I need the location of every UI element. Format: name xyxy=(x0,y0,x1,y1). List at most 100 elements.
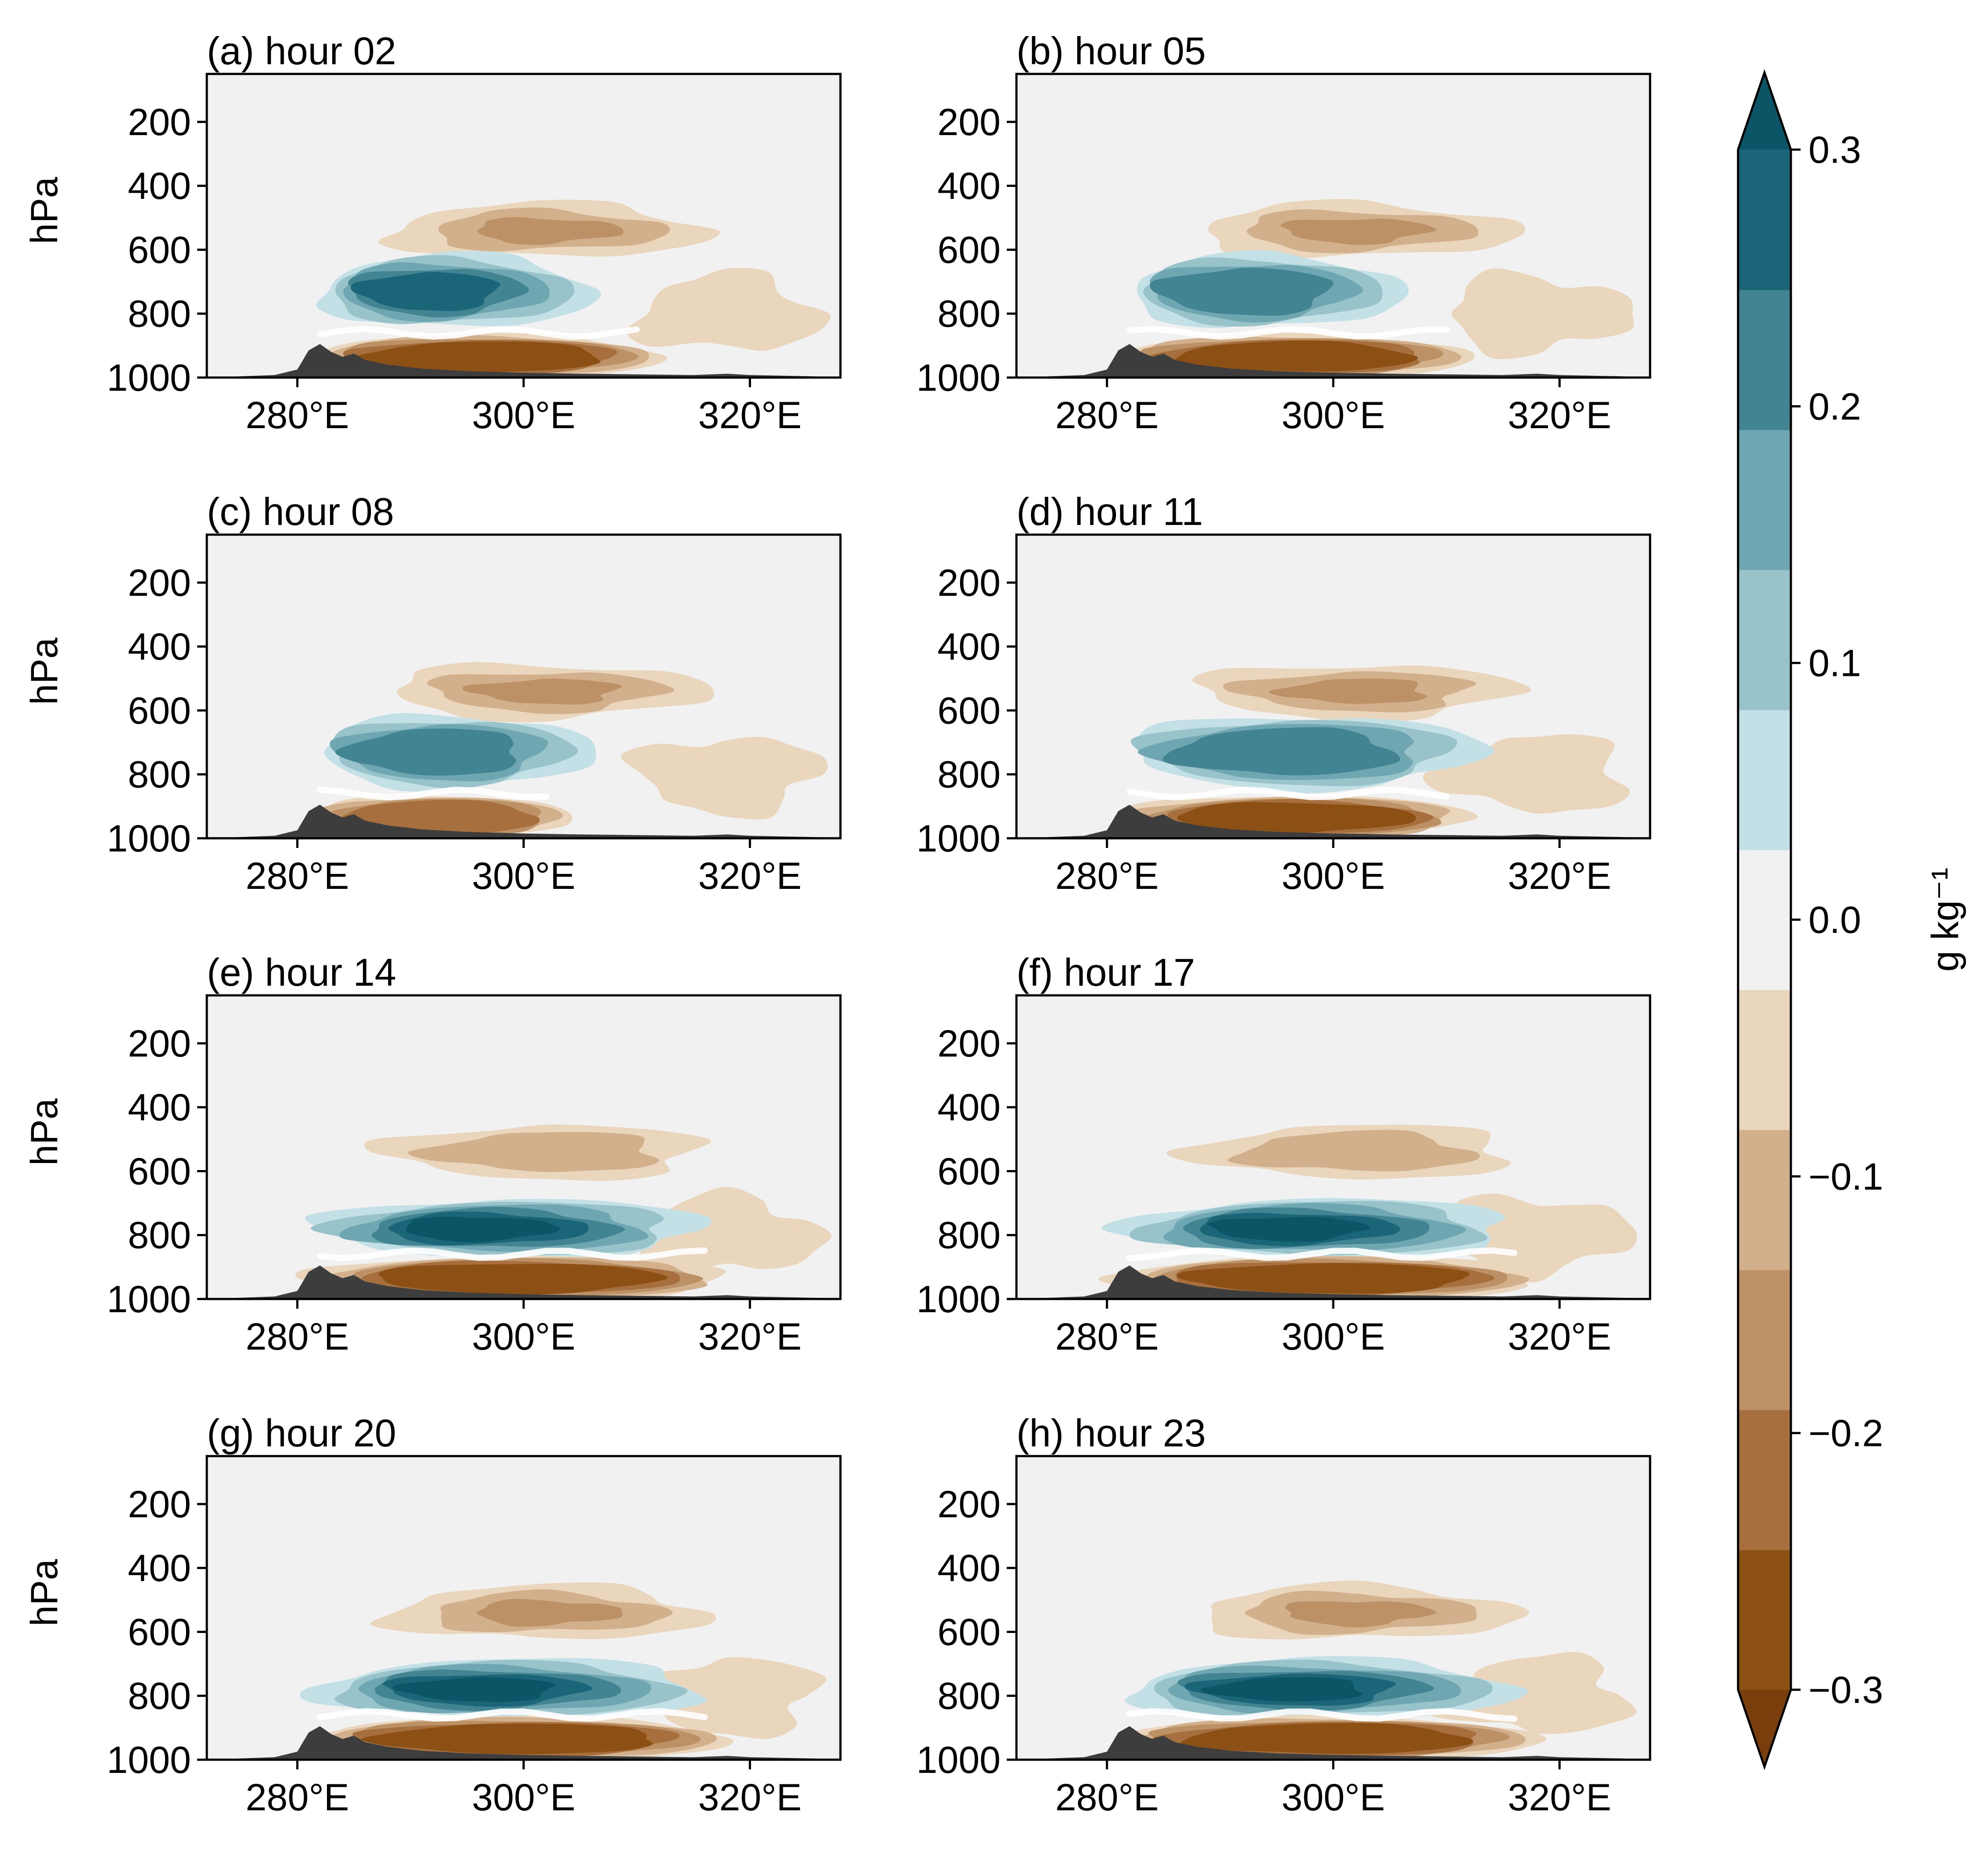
colorbar-segment xyxy=(1738,290,1791,430)
panel-title: (c) hour 08 xyxy=(207,490,394,533)
contour-upper-negative xyxy=(1227,1130,1480,1171)
panel-title: (a) hour 02 xyxy=(207,29,396,73)
contour-east-negative xyxy=(1423,734,1630,814)
terrain xyxy=(207,1265,840,1299)
y-tick-label: 200 xyxy=(938,1023,1001,1065)
colorbar-tick-label: −0.3 xyxy=(1808,1669,1883,1711)
contour-positive xyxy=(392,1677,556,1702)
y-tick-label: 400 xyxy=(128,1086,191,1129)
y-axis-label: hPa xyxy=(23,1559,66,1626)
y-tick-label: 1000 xyxy=(917,818,1001,860)
y-tick-label: 200 xyxy=(938,101,1001,143)
y-tick-label: 1000 xyxy=(107,818,191,860)
contour-negative xyxy=(378,1264,668,1295)
x-tick-label: 300°E xyxy=(1281,1776,1385,1819)
colorbar-segment xyxy=(1738,1409,1791,1550)
contour-negative xyxy=(361,1724,653,1754)
contour-upper-negative xyxy=(407,1132,660,1172)
y-tick-label: 600 xyxy=(128,1611,191,1653)
y-tick-label: 400 xyxy=(938,1086,1001,1129)
contour-upper-negative xyxy=(1285,1601,1437,1628)
x-tick-label: 280°E xyxy=(246,1776,349,1819)
y-tick-label: 400 xyxy=(938,1547,1001,1589)
contour-upper-negative xyxy=(477,217,624,245)
panel-5: (e) hour 14 200 400 600 800 1000 hPa 280°E 300°E… xyxy=(23,950,842,1358)
y-tick-label: 600 xyxy=(128,229,191,271)
contour-field xyxy=(1016,1456,1650,1760)
y-tick-label: 600 xyxy=(938,1150,1001,1193)
contour-east-negative xyxy=(626,268,831,351)
y-tick-label: 1000 xyxy=(107,357,191,399)
terrain xyxy=(207,1726,840,1760)
panel-4: (d) hour 11 200 400 600 800 1000 280°E 300°E 320… xyxy=(917,490,1651,897)
contour-zero-line xyxy=(1126,326,1450,340)
panel-title: (e) hour 14 xyxy=(207,950,396,994)
y-tick-label: 200 xyxy=(128,562,191,604)
x-tick-label: 300°E xyxy=(472,394,575,437)
y-tick-label: 200 xyxy=(128,1023,191,1065)
contour-field xyxy=(1016,995,1650,1299)
panel-title: (h) hour 23 xyxy=(1016,1411,1206,1455)
contour-zero-line xyxy=(1126,1708,1518,1722)
y-tick-label: 400 xyxy=(128,1547,191,1589)
contour-positive xyxy=(351,272,500,311)
panel-7: (g) hour 20 200 400 600 800 1000 hPa 280°E 300°E… xyxy=(23,1411,842,1819)
contour-negative xyxy=(1173,341,1418,372)
contour-negative xyxy=(1180,1723,1474,1754)
x-tick-label: 300°E xyxy=(1281,1316,1385,1358)
colorbar-segment xyxy=(1738,1130,1791,1270)
colorbar-label: g kg⁻¹ xyxy=(1924,868,1966,972)
colorbar: 0.3 0.2 0.1 0.0 −0.1 −0.2 −0.3 g kg⁻¹ xyxy=(1737,69,1966,1770)
contour-field xyxy=(1016,74,1650,378)
colorbar-segment xyxy=(1738,429,1791,570)
y-axis-label: hPa xyxy=(23,1098,66,1166)
panel-3: (c) hour 08 200 400 600 800 1000 hPa 280°E 300°E… xyxy=(23,490,842,897)
colorbar-extend-max xyxy=(1738,73,1791,150)
x-tick-label: 320°E xyxy=(1508,855,1611,897)
y-tick-label: 400 xyxy=(128,626,191,668)
y-axis-label: hPa xyxy=(23,177,66,244)
contour-field xyxy=(207,1456,840,1760)
contour-east-negative xyxy=(621,737,828,820)
contour-upper-negative xyxy=(1269,679,1427,704)
contour-positive xyxy=(1150,268,1334,316)
contour-zero-line xyxy=(317,1708,708,1722)
y-tick-label: 800 xyxy=(938,754,1001,796)
panel-title: (f) hour 17 xyxy=(1016,950,1195,994)
colorbar-segment xyxy=(1738,709,1791,850)
colorbar-tick-label: 0.1 xyxy=(1808,642,1861,685)
contour-negative xyxy=(1177,1263,1470,1294)
y-tick-label: 800 xyxy=(128,754,191,796)
contour-negative xyxy=(355,341,601,372)
contour-positive xyxy=(1200,1677,1363,1702)
contour-positive xyxy=(1208,1217,1370,1242)
contour-zero-line xyxy=(317,1247,708,1262)
panel-title: (g) hour 20 xyxy=(207,1411,396,1455)
y-tick-label: 1000 xyxy=(917,357,1001,399)
x-tick-label: 300°E xyxy=(472,855,575,897)
x-tick-label: 280°E xyxy=(1055,1776,1159,1819)
x-tick-label: 300°E xyxy=(1281,394,1385,437)
contour-field xyxy=(1016,535,1650,838)
y-tick-label: 600 xyxy=(128,690,191,732)
y-tick-label: 800 xyxy=(128,1215,191,1257)
contour-positive xyxy=(406,1216,560,1243)
x-tick-label: 280°E xyxy=(246,394,349,437)
contour-upper-negative xyxy=(462,679,622,705)
y-tick-label: 200 xyxy=(128,1483,191,1526)
terrain xyxy=(1016,1726,1650,1760)
contour-zero-line xyxy=(317,326,640,340)
contour-zero-line xyxy=(1126,786,1450,801)
y-tick-label: 400 xyxy=(938,165,1001,207)
y-tick-label: 600 xyxy=(128,1150,191,1193)
y-tick-label: 800 xyxy=(938,293,1001,335)
x-tick-label: 300°E xyxy=(472,1316,575,1358)
x-tick-label: 300°E xyxy=(1281,855,1385,897)
y-tick-label: 600 xyxy=(938,229,1001,271)
terrain xyxy=(1016,804,1650,838)
colorbar-extend-min xyxy=(1738,1690,1791,1767)
contour-upper-negative xyxy=(1280,218,1437,245)
x-tick-label: 320°E xyxy=(698,855,802,897)
panel-6: (f) hour 17 200 400 600 800 1000 280°E 300°E 320… xyxy=(917,950,1651,1358)
